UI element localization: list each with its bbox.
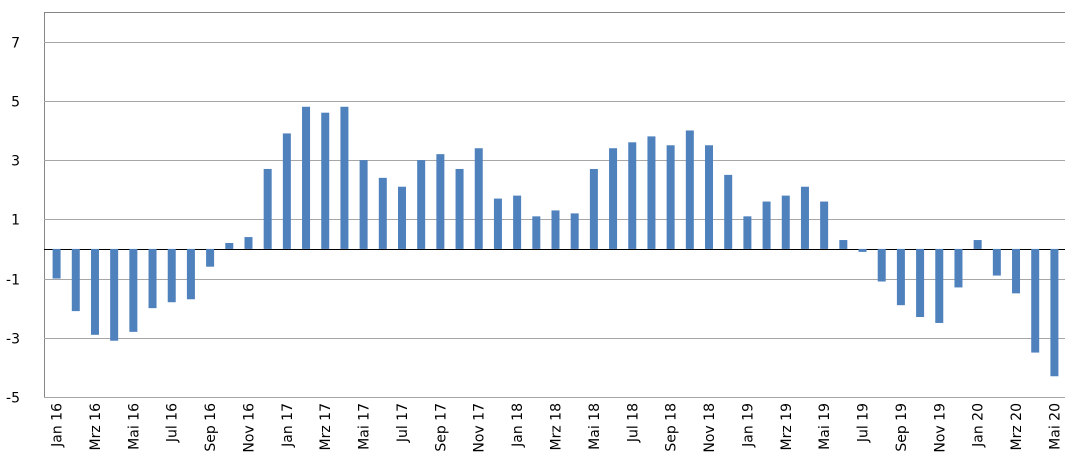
bar [935,248,944,323]
bar [1031,248,1040,353]
x-tick-label: Mrz 17 [318,403,334,450]
x-tick-label: Jan 19 [740,403,756,448]
x-tick-label: Mai 18 [587,403,603,450]
x-tick-label: Sep 18 [664,403,680,452]
x-tick-label: Jan 18 [510,403,526,448]
bar [186,248,195,300]
bar [954,248,963,288]
x-tick-label: Sep 16 [203,403,219,452]
bar [52,248,61,279]
bar [282,133,291,249]
bar [90,248,99,335]
x-tick-label: Jul 19 [856,403,872,443]
bar [263,168,272,249]
bar [474,148,483,249]
bar [321,112,330,249]
bar [148,248,157,309]
bar [302,106,311,249]
bar [858,248,867,252]
bar [436,154,445,249]
bar [666,145,675,249]
bar [455,168,464,249]
x-tick-label: Mrz 18 [549,403,565,450]
bar [647,136,656,249]
bar [609,148,618,249]
bar [800,186,809,249]
x-tick-label: Jan 20 [971,403,987,448]
y-tick-label: -1 [6,273,20,289]
bar [628,142,637,249]
x-tick-label: Jul 18 [625,403,641,443]
x-tick-label: Jan 17 [280,403,296,448]
bar [973,240,982,249]
bar [743,216,752,249]
x-tick-label: Sep 19 [894,403,910,452]
bar [397,186,406,249]
bar [493,198,502,249]
bar [1012,248,1021,294]
bar [71,248,80,312]
bar [532,216,541,249]
bar [359,160,368,249]
y-tick-label: 5 [11,95,20,111]
x-tick-label: Mrz 16 [88,403,104,451]
x-tick-label: Nov 17 [472,403,488,453]
bar [820,201,829,249]
y-tick-label: 1 [11,213,20,229]
bar [206,248,215,267]
x-tick-label: Mai 20 [1047,403,1063,450]
bar [705,145,714,249]
bar [551,210,560,249]
x-tick-label: Mai 19 [817,403,833,450]
bar [762,201,771,249]
bar [570,213,579,249]
x-tick-label: Mai 17 [357,403,373,450]
x-tick-label: Mai 16 [126,403,142,450]
bar [916,248,925,318]
x-tick-label: Nov 19 [932,403,948,453]
bar [129,248,138,332]
bar [167,248,176,303]
bar [839,240,848,249]
x-tick-label: Mrz 19 [779,403,795,450]
x-tick-label: Mrz 20 [1009,403,1025,450]
bar [724,174,733,249]
bar [417,160,426,249]
bar [225,243,234,249]
y-tick-label: -5 [6,391,20,407]
bar [1050,248,1059,377]
bar [781,195,790,249]
x-tick-label: Nov 16 [241,403,257,453]
x-tick-label: Jan 16 [50,403,66,448]
bar [513,195,522,249]
bar [685,130,694,249]
bar [378,177,387,249]
bar [110,248,119,341]
x-tick-label: Jul 16 [165,403,181,443]
bar [992,248,1001,276]
x-tick-label: Nov 18 [702,403,718,453]
bar [877,248,886,282]
x-tick-label: Sep 17 [433,403,449,452]
y-tick-label: 3 [11,154,20,170]
x-tick-label: Jul 17 [395,403,411,443]
y-tick-label: 7 [11,36,20,52]
bar [896,248,905,306]
bar [340,106,349,249]
bar [244,237,253,249]
y-tick-label: -3 [6,332,20,348]
bar [589,168,598,249]
